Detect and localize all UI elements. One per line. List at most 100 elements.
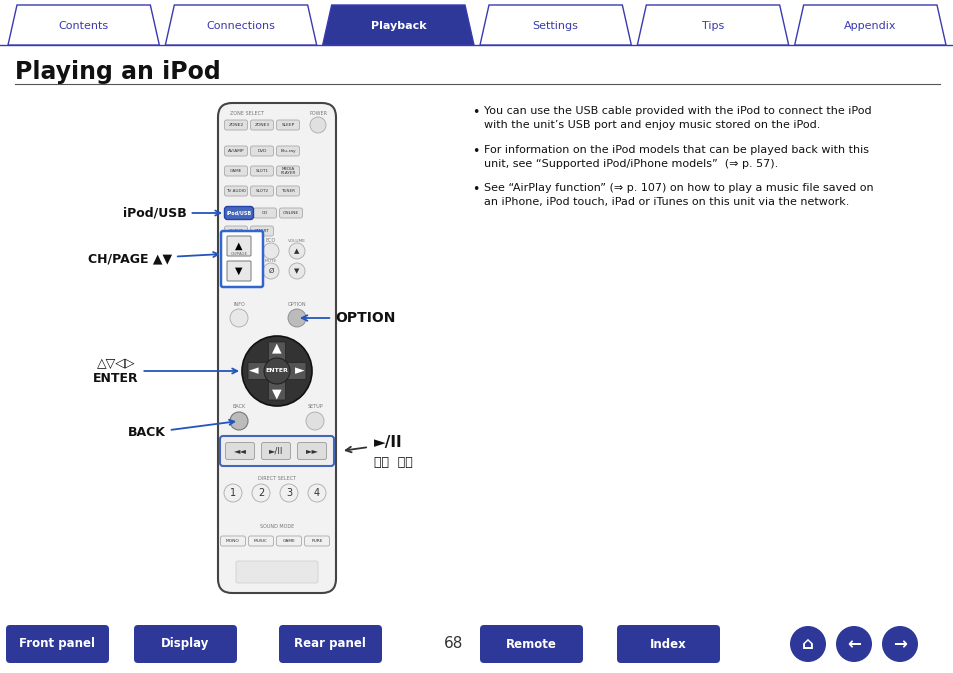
FancyBboxPatch shape — [251, 186, 274, 196]
Text: TV AUDIO: TV AUDIO — [226, 189, 246, 193]
Text: Settings: Settings — [532, 21, 578, 31]
Circle shape — [263, 263, 278, 279]
FancyBboxPatch shape — [227, 261, 251, 281]
FancyBboxPatch shape — [248, 536, 274, 546]
Polygon shape — [637, 5, 788, 45]
Text: SLOT2: SLOT2 — [255, 189, 269, 193]
Text: Display: Display — [161, 637, 209, 651]
FancyBboxPatch shape — [253, 208, 276, 218]
Text: You can use the USB cable provided with the iPod to connect the iPod
with the un: You can use the USB cable provided with … — [483, 106, 871, 130]
Text: VOLUME: VOLUME — [288, 239, 306, 243]
FancyBboxPatch shape — [297, 443, 326, 460]
FancyBboxPatch shape — [304, 536, 329, 546]
Text: CD: CD — [262, 211, 268, 215]
Circle shape — [306, 412, 324, 430]
Circle shape — [308, 484, 326, 502]
Text: OPTION: OPTION — [288, 302, 306, 307]
Text: ZONE SELECT: ZONE SELECT — [230, 111, 264, 116]
Text: Tips: Tips — [701, 21, 723, 31]
Circle shape — [289, 263, 305, 279]
Text: GAME: GAME — [230, 169, 242, 173]
FancyBboxPatch shape — [275, 363, 306, 380]
Text: SOUND MODE: SOUND MODE — [259, 524, 294, 529]
Text: ▲: ▲ — [235, 241, 242, 251]
Text: See “AirPlay function” (⇒ p. 107) on how to play a music file saved on
an iPhone: See “AirPlay function” (⇒ p. 107) on how… — [483, 183, 873, 207]
Text: 2: 2 — [257, 488, 264, 498]
Text: TUNER: TUNER — [281, 189, 294, 193]
Text: ▲: ▲ — [272, 341, 281, 355]
FancyBboxPatch shape — [225, 443, 254, 460]
Text: MONO: MONO — [226, 539, 239, 543]
FancyBboxPatch shape — [133, 625, 236, 663]
Text: iPod/USB: iPod/USB — [226, 211, 252, 215]
Text: △▽◁▷
ENTER: △▽◁▷ ENTER — [92, 357, 237, 385]
Circle shape — [252, 484, 270, 502]
Text: SLOT1: SLOT1 — [255, 169, 268, 173]
Text: INFO: INFO — [233, 302, 245, 307]
Text: QUEUE: QUEUE — [228, 229, 243, 233]
Text: SMART: SMART — [254, 229, 269, 233]
FancyBboxPatch shape — [279, 208, 302, 218]
Text: For information on the iPod models that can be played back with this
unit, see “: For information on the iPod models that … — [483, 145, 868, 169]
Circle shape — [835, 626, 871, 662]
FancyBboxPatch shape — [220, 436, 334, 466]
Text: OPTION: OPTION — [301, 311, 395, 325]
Text: BACK: BACK — [128, 420, 234, 439]
Text: ►►: ►► — [305, 446, 318, 456]
Text: ECO: ECO — [266, 238, 275, 243]
Text: DVD: DVD — [257, 149, 267, 153]
FancyBboxPatch shape — [227, 236, 251, 256]
Text: •: • — [472, 145, 478, 158]
Text: iPod/USB: iPod/USB — [123, 207, 220, 219]
Circle shape — [264, 358, 290, 384]
Circle shape — [280, 484, 297, 502]
FancyBboxPatch shape — [251, 166, 274, 176]
FancyBboxPatch shape — [276, 536, 301, 546]
Text: ←: ← — [846, 635, 860, 653]
FancyBboxPatch shape — [235, 561, 317, 583]
Text: ENTER: ENTER — [265, 369, 288, 374]
FancyBboxPatch shape — [224, 146, 247, 156]
FancyBboxPatch shape — [220, 536, 245, 546]
Text: Contents: Contents — [58, 21, 109, 31]
Text: ◄: ◄ — [249, 365, 258, 378]
Text: Playing an iPod: Playing an iPod — [15, 60, 220, 84]
Text: ►/II: ►/II — [269, 446, 283, 456]
Text: ▲: ▲ — [294, 248, 299, 254]
Text: 1: 1 — [230, 488, 235, 498]
Text: MUTE: MUTE — [265, 259, 276, 263]
Text: ►/II: ►/II — [374, 435, 402, 450]
FancyBboxPatch shape — [224, 166, 247, 176]
Text: PURE: PURE — [311, 539, 322, 543]
Text: •: • — [472, 106, 478, 119]
FancyBboxPatch shape — [224, 186, 247, 196]
Text: ZONE2: ZONE2 — [228, 123, 243, 127]
Text: ▼: ▼ — [294, 268, 299, 274]
Text: Ø: Ø — [268, 268, 274, 274]
Circle shape — [224, 484, 242, 502]
Text: CH/PAGE: CH/PAGE — [231, 252, 247, 256]
Circle shape — [289, 243, 305, 259]
FancyBboxPatch shape — [6, 625, 109, 663]
Text: ONLINE: ONLINE — [283, 211, 299, 215]
FancyBboxPatch shape — [276, 120, 299, 130]
Text: Rear panel: Rear panel — [294, 637, 366, 651]
FancyBboxPatch shape — [268, 370, 285, 400]
Circle shape — [230, 412, 248, 430]
Text: Blu-ray: Blu-ray — [280, 149, 295, 153]
FancyBboxPatch shape — [224, 226, 247, 236]
Circle shape — [789, 626, 825, 662]
Text: ⌂: ⌂ — [801, 635, 813, 653]
Text: Index: Index — [649, 637, 685, 651]
Text: MUSIC: MUSIC — [253, 539, 268, 543]
Text: Playback: Playback — [370, 21, 426, 31]
Polygon shape — [322, 5, 474, 45]
Circle shape — [263, 243, 278, 259]
Text: ▼: ▼ — [272, 388, 281, 400]
Text: SLEEP: SLEEP — [281, 123, 294, 127]
Circle shape — [882, 626, 917, 662]
FancyBboxPatch shape — [276, 166, 299, 176]
Polygon shape — [165, 5, 316, 45]
FancyBboxPatch shape — [218, 103, 335, 593]
Text: DIRECT SELECT: DIRECT SELECT — [257, 476, 295, 481]
